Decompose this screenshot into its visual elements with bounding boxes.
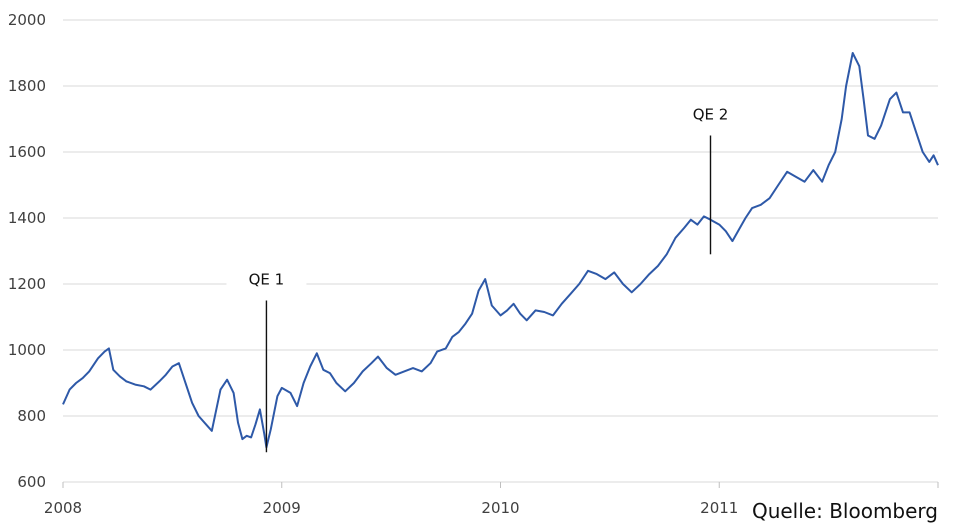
x-axis-ticks: 2008 2009 2010 2011	[44, 482, 939, 517]
annotation-label: QE 1	[249, 271, 285, 289]
y-tick-label: 1000	[8, 341, 46, 359]
x-tick-label: 2010	[481, 499, 519, 517]
x-tick-label: 2011	[700, 499, 738, 517]
annotation-label: QE 2	[693, 106, 729, 124]
series-line	[62, 52, 939, 449]
annotations-layer: QE 1 QE 2	[226, 99, 751, 453]
y-axis-ticks: 600 800 1000 1200 1400 1600 1800 2000	[8, 11, 46, 491]
x-tick-label: 2009	[263, 499, 301, 517]
gridlines	[63, 19, 938, 483]
y-tick-label: 800	[17, 407, 46, 425]
y-tick-label: 1800	[8, 77, 46, 95]
y-tick-label: 600	[17, 473, 46, 491]
series-layer	[62, 52, 939, 449]
y-tick-label: 2000	[8, 11, 46, 29]
annotation-label-background	[670, 99, 751, 126]
annotation-label-background	[226, 264, 307, 291]
source-label: Quelle: Bloomberg	[752, 499, 938, 523]
y-tick-label: 1600	[8, 143, 46, 161]
y-tick-label: 1400	[8, 209, 46, 227]
x-tick-label: 2008	[44, 499, 82, 517]
y-tick-label: 1200	[8, 275, 46, 293]
